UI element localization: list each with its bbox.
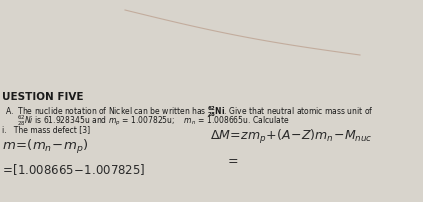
Text: $\Delta M\!=\!zm_p\!+\!(A\!-\!Z)m_n\!-\!M_{nuc}$: $\Delta M\!=\!zm_p\!+\!(A\!-\!Z)m_n\!-\!… [210,128,373,146]
Text: UESTION FIVE: UESTION FIVE [2,92,83,102]
Text: $m\!=\!\left(m_n\!-\!m_p\right)$: $m\!=\!\left(m_n\!-\!m_p\right)$ [2,138,88,156]
Text: $^{62}_{28}Ni$ is 61.928345u and $m_p$ = 1.007825u;    $m_n$ = 1.008665u. Calcul: $^{62}_{28}Ni$ is 61.928345u and $m_p$ =… [5,114,289,128]
Text: $\!=\!\left[1.008665\!-\!1.007825\right]$: $\!=\!\left[1.008665\!-\!1.007825\right]… [2,162,146,177]
Text: A.  The nuclide notation of Nickel can be written has $\mathbf{^{62}_{28}Ni}$. G: A. The nuclide notation of Nickel can be… [5,104,374,119]
Text: i.   The mass defect [3]: i. The mass defect [3] [2,125,90,134]
Text: $=$: $=$ [225,153,239,166]
